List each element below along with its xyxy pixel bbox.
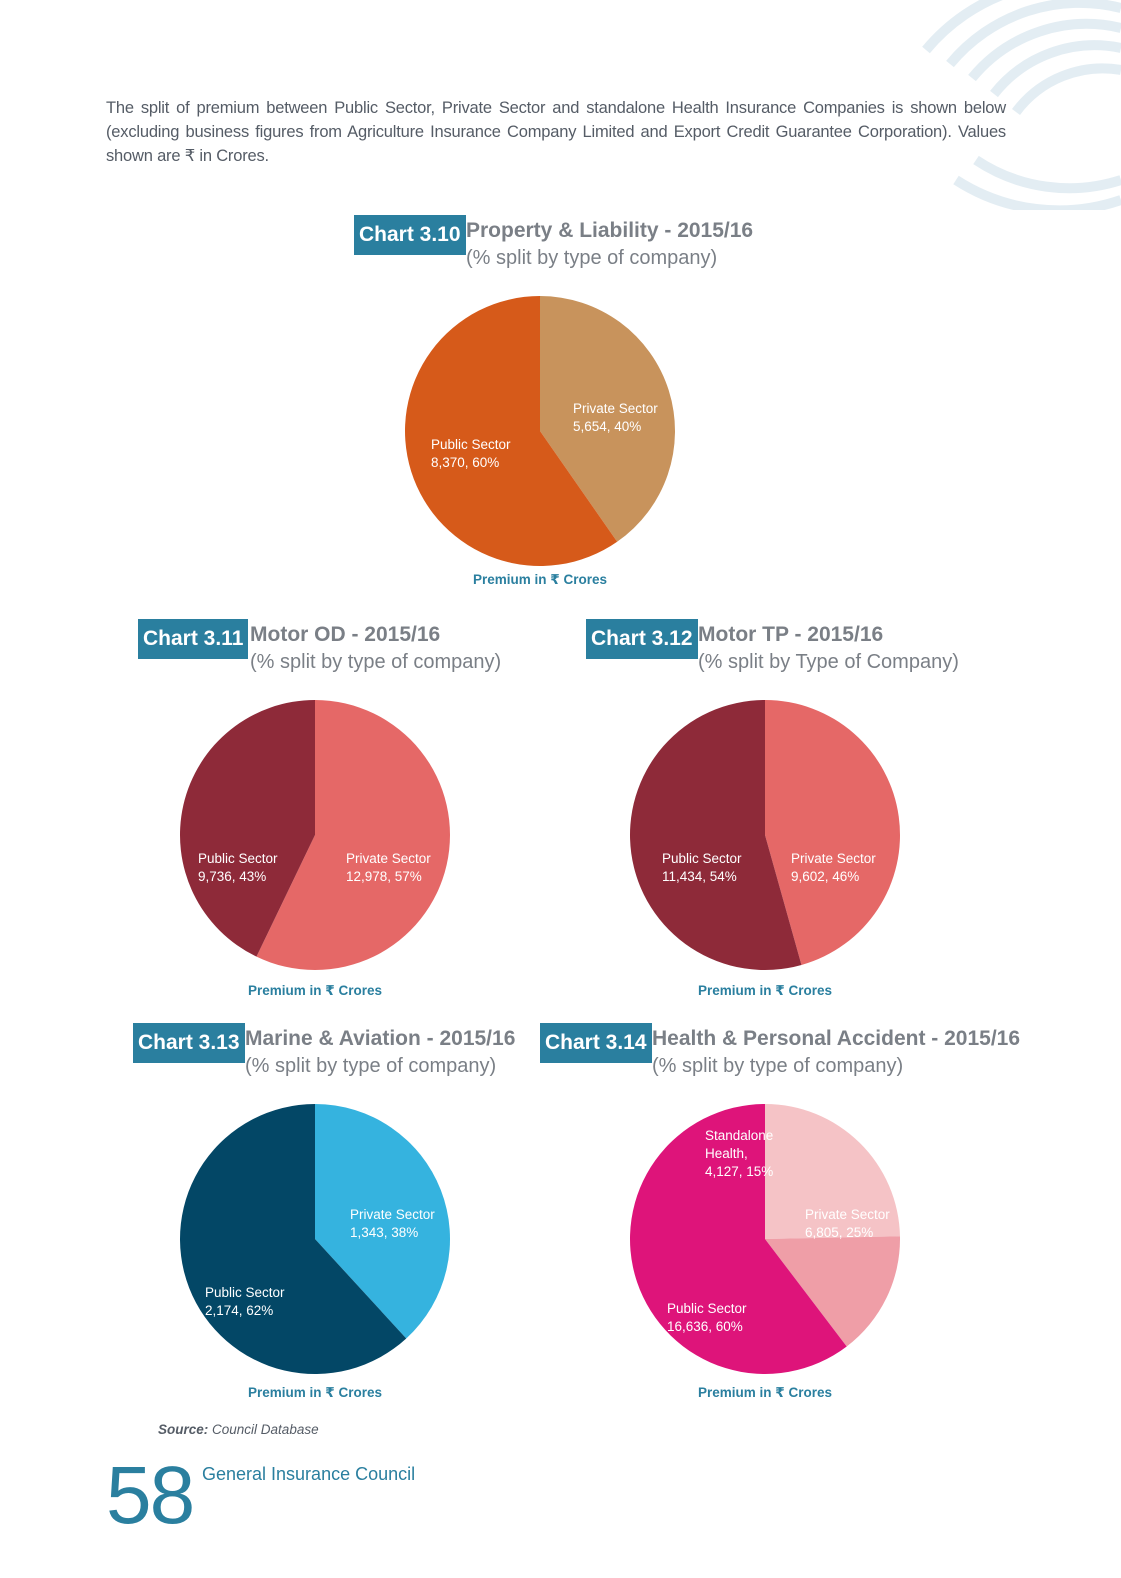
chart-title: Motor OD - 2015/16 bbox=[250, 623, 441, 646]
pie-slice-public-sector bbox=[179, 1104, 407, 1374]
intro-paragraph: The split of premium between Public Sect… bbox=[106, 99, 1006, 165]
chart-subtitle: (% split by Type of Company) bbox=[698, 651, 959, 673]
pie-chart-3-12: Public Sector 11,434, 54% Private Sector 9,… bbox=[630, 700, 901, 970]
chart-subtitle: (% split by type of company) bbox=[250, 651, 502, 673]
chart-number-badge: Chart 3.12 bbox=[586, 619, 698, 659]
chart-axis-label: Premium in ₹ Crores bbox=[698, 1385, 832, 1400]
pie-slice-private-sector bbox=[765, 700, 901, 965]
chart-axis-label: Premium in ₹ Crores bbox=[248, 1385, 382, 1400]
slice-data-label: Private Sector 1,343, 38% bbox=[350, 1207, 435, 1240]
slice-data-label: Public Sector 9,736, 43% bbox=[198, 851, 278, 884]
source-text: Council Database bbox=[212, 1422, 319, 1437]
chart-axis-label: Premium in ₹ Crores bbox=[248, 983, 382, 998]
chart-axis-label: Premium in ₹ Crores bbox=[698, 983, 832, 998]
chart-title: Motor TP - 2015/16 bbox=[698, 623, 884, 646]
pie-chart-3-14: Public Sector 16,636, 60% Standalone Health… bbox=[630, 1104, 900, 1374]
source-note: Source: Council Database bbox=[158, 1422, 319, 1437]
slice-data-label: Private Sector 6,805, 25% bbox=[805, 1207, 890, 1240]
chart-subtitle: (% split by type of company) bbox=[652, 1055, 904, 1077]
chart-subtitle: (% split by type of company) bbox=[466, 247, 718, 269]
chart-number-badge: Chart 3.14 bbox=[540, 1023, 652, 1063]
pie-slice-private-sector bbox=[765, 1104, 900, 1239]
slice-data-label: Standalone Health, 4,127, 15% bbox=[705, 1128, 773, 1179]
slice-data-label: Private Sector 5,654, 40% bbox=[573, 401, 658, 434]
chart-number-badge: Chart 3.13 bbox=[133, 1023, 245, 1063]
organization-name: General Insurance Council bbox=[202, 1464, 416, 1484]
slice-data-label: Private Sector 12,978, 57% bbox=[346, 851, 431, 884]
slice-data-label: Public Sector 8,370, 60% bbox=[431, 437, 511, 470]
slice-data-label: Private Sector 9,602, 46% bbox=[791, 851, 876, 884]
pie-slice-public-sector bbox=[630, 1104, 847, 1374]
pie-slice-public-sector bbox=[630, 700, 802, 970]
chart-subtitle: (% split by type of company) bbox=[245, 1055, 497, 1077]
pie-slice-private-sector bbox=[256, 700, 450, 970]
chart-title: Health & Personal Accident - 2015/16 bbox=[652, 1027, 1021, 1050]
pie-slice-public-sector bbox=[180, 700, 315, 957]
pie-slice-private-sector bbox=[315, 1104, 450, 1339]
pie-chart-3-10: Public Sector 8,370, 60% Private Sector 5,6… bbox=[404, 296, 675, 566]
slice-data-label: Public Sector 16,636, 60% bbox=[667, 1301, 747, 1334]
decorative-arcs bbox=[922, 0, 1121, 210]
chart-number-badge: Chart 3.10 bbox=[354, 215, 466, 255]
chart-title: Property & Liability - 2015/16 bbox=[466, 219, 754, 242]
pie-chart-3-11: Public Sector 9,736, 43% Private Sector 12,… bbox=[180, 700, 450, 970]
pie-chart-3-13: Public Sector 2,174, 62% Private Sector 1,3… bbox=[179, 1104, 450, 1374]
chart-number-badge: Chart 3.11 bbox=[138, 619, 249, 659]
chart-title: Marine & Aviation - 2015/16 bbox=[245, 1027, 516, 1050]
page-number: 58 bbox=[106, 1450, 195, 1541]
slice-data-label: Public Sector 11,434, 54% bbox=[662, 851, 742, 884]
pie-slice-standalone-health bbox=[765, 1236, 900, 1347]
pie-slice-private-sector bbox=[540, 296, 675, 542]
slice-data-label: Public Sector 2,174, 62% bbox=[205, 1285, 285, 1318]
chart-axis-label: Premium in ₹ Crores bbox=[473, 572, 607, 587]
source-label: Source: bbox=[158, 1422, 209, 1437]
pie-slice-public-sector bbox=[404, 296, 618, 566]
